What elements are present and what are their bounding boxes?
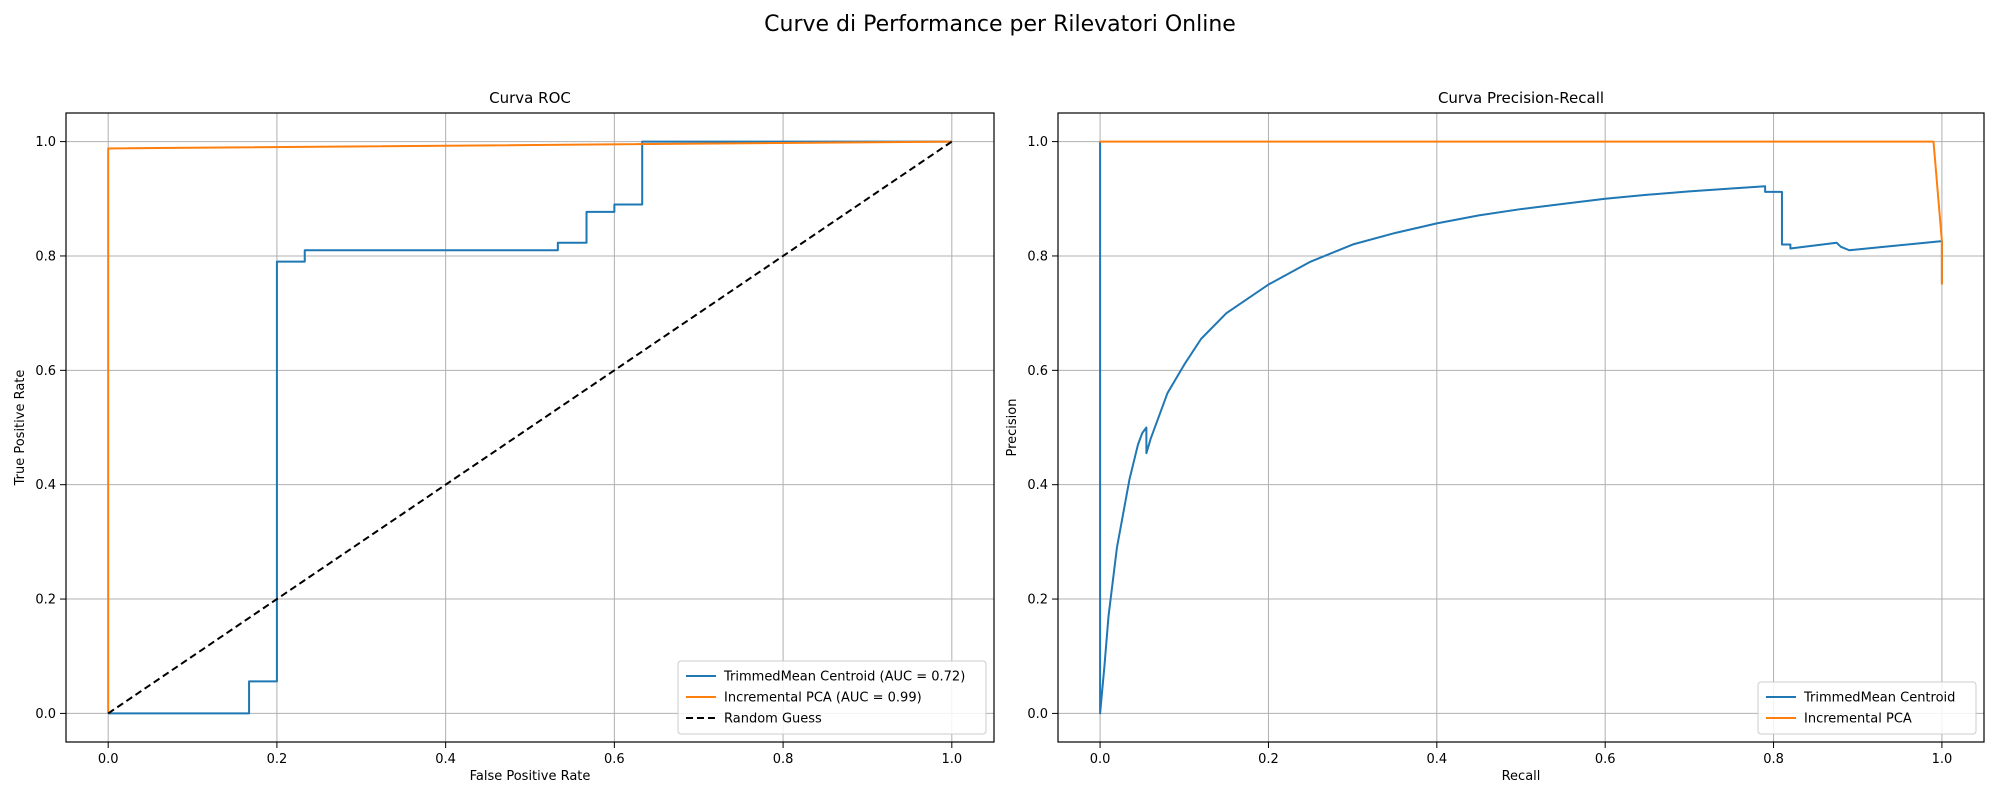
- legend: TrimmedMean Centroid (AUC = 0.72) Increme…: [677, 660, 987, 735]
- legend-box: [677, 660, 987, 735]
- y-tick-label: 0.8: [35, 249, 56, 264]
- y-tick-label: 0.4: [35, 478, 56, 493]
- y-tick-label: 0.0: [35, 707, 56, 722]
- series-line-2: [107, 140, 953, 715]
- x-tick-label: 1.0: [1932, 752, 1953, 767]
- x-tick-label: 0.2: [1258, 752, 1279, 767]
- series-line-0: [108, 140, 952, 715]
- y-tick-label: 0.2: [35, 593, 56, 608]
- axes-title: Curva ROC: [489, 89, 571, 107]
- legend-label-0: TrimmedMean Centroid: [1803, 691, 1955, 706]
- series-line-1: [107, 140, 952, 714]
- precision-recall-chart: 0.0 0.2 0.4 0.6 0.8 1.0 0.0 0.2 0.4 0.6 0.8 1.0 Curv…: [1005, 89, 1985, 784]
- y-tick-label: 0.8: [1027, 249, 1048, 264]
- y-tick-label: 1.0: [1027, 135, 1048, 150]
- x-tick-label: 0.6: [604, 752, 625, 767]
- x-tick-label: 0.2: [267, 752, 288, 767]
- x-tick-label: 0.8: [773, 752, 794, 767]
- legend: TrimmedMean Centroid Incremental PCA: [1757, 681, 1977, 735]
- legend-label-2: Random Guess: [724, 712, 822, 727]
- x-tick-label: 0.4: [1426, 752, 1447, 767]
- legend-label-1: Incremental PCA (AUC = 0.99): [724, 691, 922, 706]
- x-axis-label: False Positive Rate: [470, 769, 591, 784]
- axes-frame: [65, 112, 995, 743]
- y-axis-label: Precision: [1005, 398, 1020, 456]
- x-axis-label: Recall: [1502, 769, 1541, 784]
- x-tick-label: 0.8: [1763, 752, 1784, 767]
- y-tick-label: 0.6: [1027, 364, 1048, 379]
- y-axis-label: True Positive Rate: [13, 370, 28, 487]
- axes-title: Curva Precision-Recall: [1438, 89, 1604, 107]
- y-tick-label: 1.0: [35, 135, 56, 150]
- y-tick-label: 0.2: [1027, 593, 1048, 608]
- x-tick-label: 0.4: [435, 752, 456, 767]
- legend-label-0: TrimmedMean Centroid (AUC = 0.72): [723, 670, 965, 685]
- legend-label-1: Incremental PCA: [1804, 712, 1912, 727]
- x-tick-label: 0.6: [1595, 752, 1616, 767]
- y-tick-label: 0.0: [1027, 707, 1048, 722]
- series-line-0: [1099, 141, 1943, 715]
- figure-title: Curve di Performance per Rilevatori Onli…: [764, 12, 1236, 37]
- x-tick-label: 0.0: [1090, 752, 1111, 767]
- legend-box: [1757, 681, 1977, 735]
- y-tick-label: 0.6: [35, 364, 56, 379]
- axes-frame: [1057, 112, 1985, 743]
- y-tick-label: 0.4: [1027, 478, 1048, 493]
- x-tick-label: 1.0: [941, 752, 962, 767]
- series-line-1: [1100, 140, 1943, 285]
- x-tick-label: 0.0: [98, 752, 119, 767]
- roc-chart: 0.0 0.2 0.4 0.6 0.8 1.0 0.0 0.2 0.4 0.6 0.8 1.0 Curv…: [13, 89, 995, 784]
